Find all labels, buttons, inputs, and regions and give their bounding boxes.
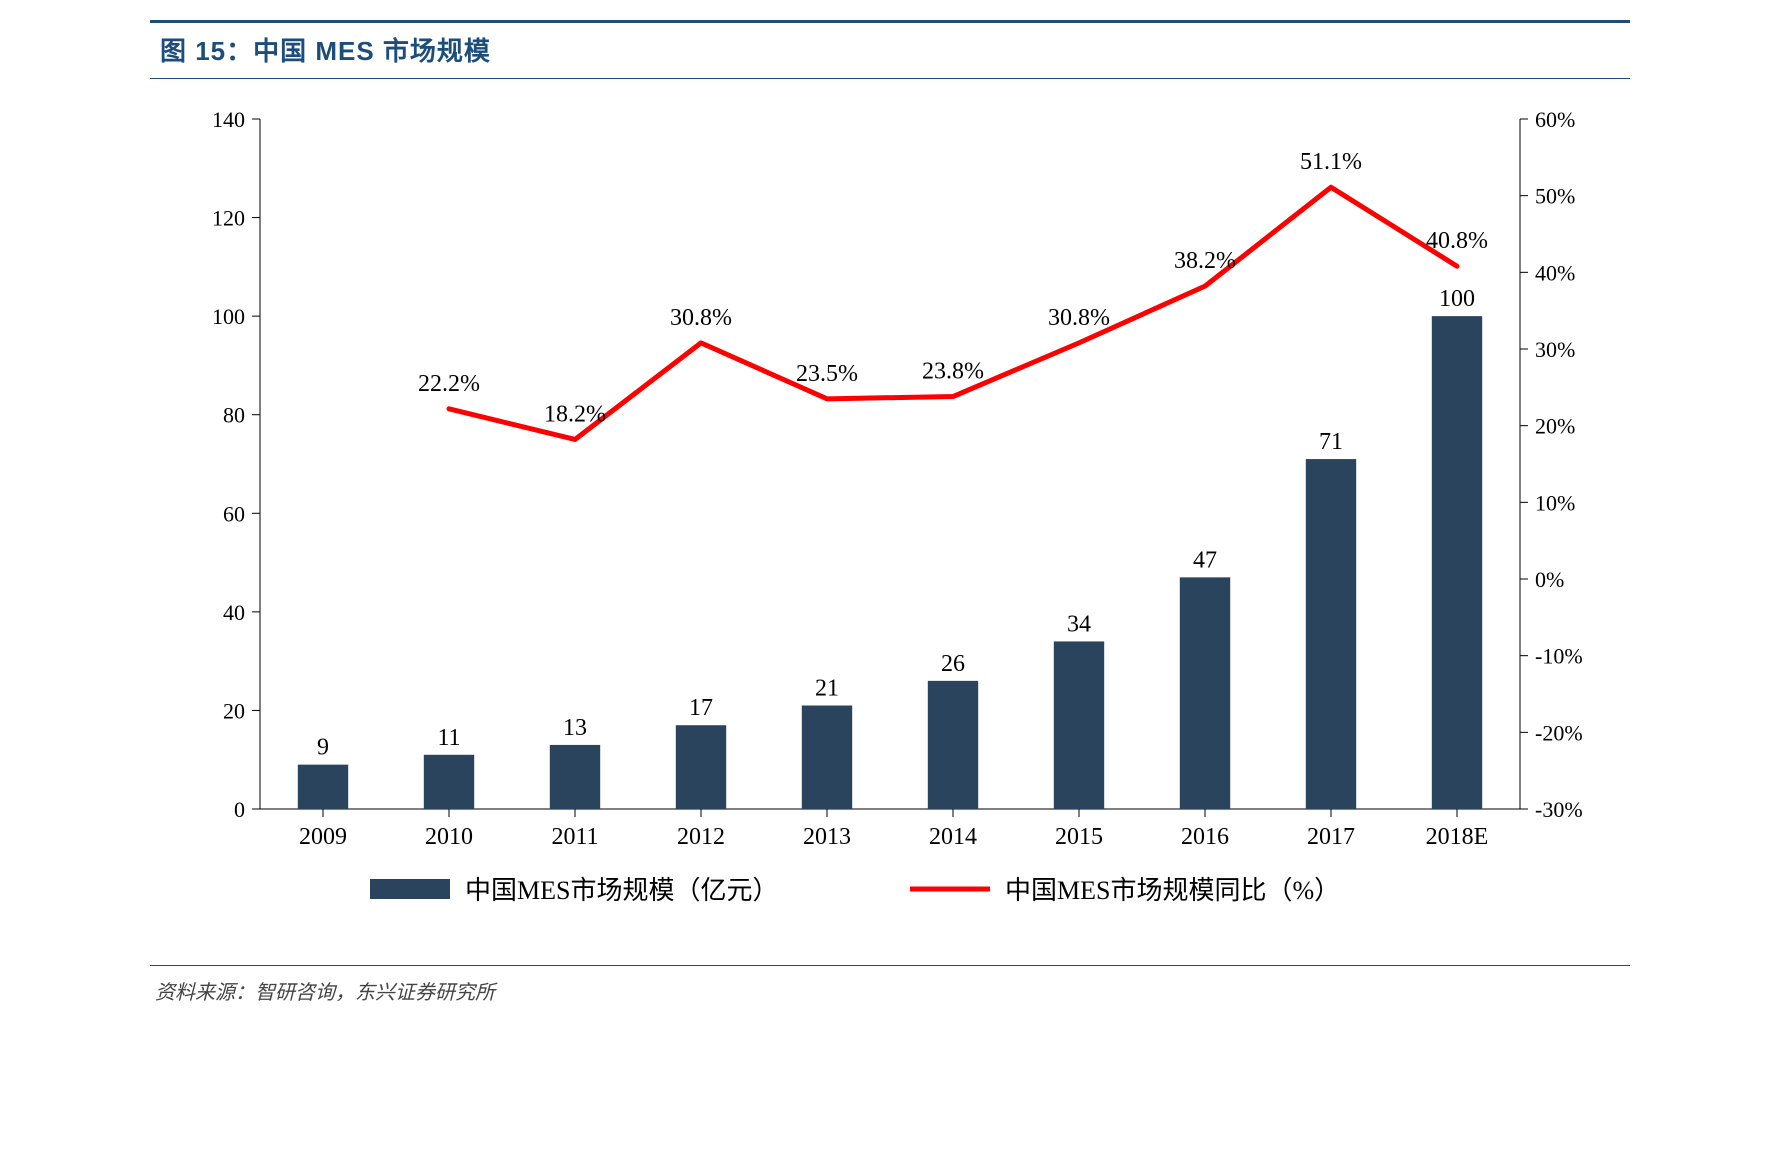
x-tick-label: 2016 (1181, 824, 1229, 850)
y-left-tick-label: 140 (212, 107, 245, 132)
legend-line-label: 中国MES市场规模同比（%） (1005, 876, 1340, 905)
x-tick-label: 2012 (677, 824, 725, 850)
x-tick-label: 2018E (1426, 824, 1489, 850)
title-bar: 图 15：中国 MES 市场规模 (150, 20, 1630, 79)
line-value-label: 30.8% (670, 305, 732, 331)
y-left-tick-label: 60 (223, 501, 245, 526)
bar (928, 681, 978, 809)
y-right-tick-label: -30% (1535, 797, 1583, 822)
y-right-tick-label: 20% (1535, 414, 1575, 439)
bar-value-label: 21 (815, 676, 839, 702)
bar-value-label: 26 (941, 651, 965, 677)
chart-container: 图 15：中国 MES 市场规模 0 20 40 60 80 100 120 140 -30% -… (150, 20, 1630, 1015)
bar (676, 725, 726, 809)
legend-bar-swatch (370, 879, 450, 899)
line-value-label: 23.5% (796, 361, 858, 387)
line-value-label: 23.8% (922, 359, 984, 385)
y-left-tick-label: 40 (223, 600, 245, 625)
y-right-tick-label: 10% (1535, 490, 1575, 515)
bar-value-label: 34 (1067, 611, 1091, 637)
bar (1432, 316, 1482, 809)
bar (1180, 577, 1230, 809)
x-tick-label: 2013 (803, 824, 851, 850)
legend: 中国MES市场规模（亿元） 中国MES市场规模同比（%） (370, 876, 1340, 905)
legend-bar-label: 中国MES市场规模（亿元） (465, 876, 778, 905)
bar-value-label: 11 (437, 725, 460, 751)
bar-value-label: 17 (689, 695, 713, 721)
bar-value-label: 13 (563, 715, 587, 741)
y-right-tick-label: 40% (1535, 260, 1575, 285)
x-tick-label: 2014 (929, 824, 977, 850)
y-right-tick-label: -10% (1535, 644, 1583, 669)
bar-value-label: 71 (1319, 429, 1343, 455)
line-value-label: 30.8% (1048, 305, 1110, 331)
line-value-label: 22.2% (418, 371, 480, 397)
bar-value-label: 47 (1193, 547, 1217, 573)
y-right-tick-label: -20% (1535, 720, 1583, 745)
bar (1306, 459, 1356, 809)
y-left-tick-label: 20 (223, 698, 245, 723)
x-tick-label: 2015 (1055, 824, 1103, 850)
y-right-tick-label: 0% (1535, 567, 1564, 592)
y-left-tick-label: 0 (234, 797, 245, 822)
line-value-label: 38.2% (1174, 248, 1236, 274)
x-tick-label: 2011 (551, 824, 598, 850)
y-right-tick-label: 60% (1535, 107, 1575, 132)
x-tick-label: 2017 (1307, 824, 1355, 850)
bar (1054, 641, 1104, 809)
bar-value-label: 9 (317, 735, 329, 761)
y-left-tick-label: 80 (223, 403, 245, 428)
bar (550, 745, 600, 809)
line-value-label: 51.1% (1300, 149, 1362, 175)
x-tick-label: 2009 (299, 824, 347, 850)
bar (802, 706, 852, 810)
y-right-tick-label: 30% (1535, 337, 1575, 362)
chart-title: 图 15：中国 MES 市场规模 (160, 36, 491, 66)
source-citation: 资料来源：智研咨询，东兴证券研究所 (150, 966, 1630, 1015)
bar (298, 765, 348, 809)
line-value-label: 40.8% (1426, 228, 1488, 254)
y-left-tick-label: 120 (212, 206, 245, 231)
bar (424, 755, 474, 809)
line-value-label: 18.2% (544, 401, 606, 427)
x-tick-label: 2010 (425, 824, 473, 850)
y-right-tick-label: 50% (1535, 184, 1575, 209)
combo-chart: 0 20 40 60 80 100 120 140 -30% -20% -10% 0% 10% 20% 30… (150, 89, 1630, 959)
y-left-tick-label: 100 (212, 304, 245, 329)
bar-value-label: 100 (1439, 286, 1475, 312)
